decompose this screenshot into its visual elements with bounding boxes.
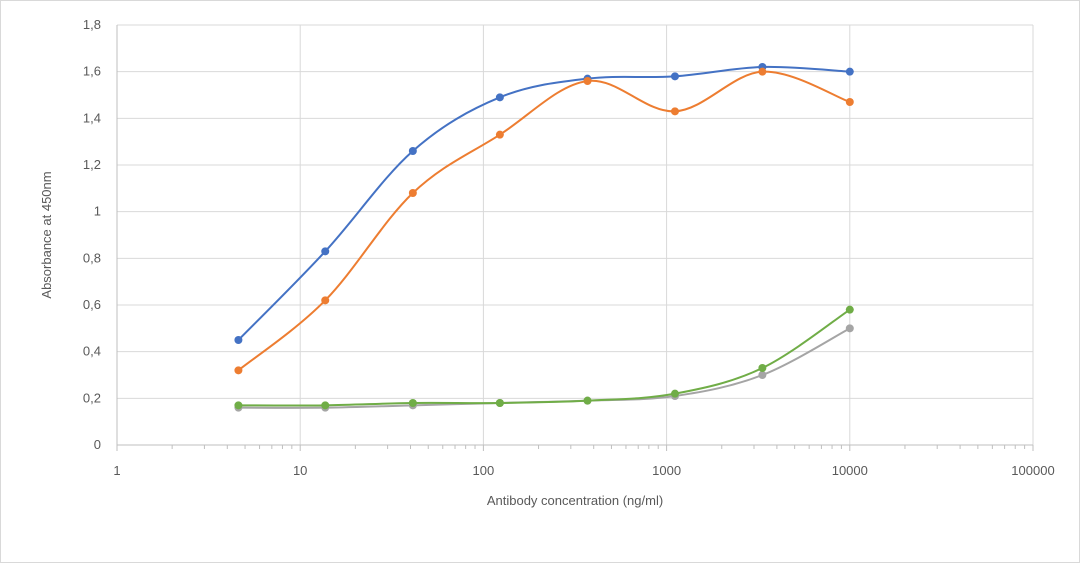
data-point (495, 130, 504, 139)
series-line (237, 65, 850, 341)
data-point (758, 371, 767, 379)
data-point (583, 77, 592, 85)
series-line (238, 327, 851, 409)
x-tick-label: 1 (113, 463, 120, 478)
grid-layer (117, 24, 1034, 445)
x-tick-label: 10000 (832, 463, 868, 478)
series-2 (234, 67, 854, 375)
data-point (234, 336, 243, 344)
data-point (758, 364, 767, 372)
data-point (408, 189, 417, 197)
y-tick-label: 1,2 (83, 157, 101, 172)
data-point (845, 98, 854, 106)
data-point (845, 67, 854, 76)
series-line (238, 308, 851, 407)
data-point (845, 324, 854, 333)
y-tick-label: 1,6 (83, 64, 101, 79)
x-tick-label: 100000 (1011, 463, 1054, 478)
data-point (583, 396, 592, 405)
data-point (670, 72, 679, 81)
data-point (845, 305, 854, 314)
data-point (321, 296, 330, 305)
y-tick-label: 0 (94, 437, 101, 452)
data-point (234, 366, 243, 375)
y-tick-label: 0,2 (83, 390, 101, 405)
data-point (670, 107, 679, 116)
data-point (495, 399, 504, 407)
series-4 (234, 305, 854, 410)
data-point (321, 247, 330, 256)
x-tick-label: 1000 (652, 463, 681, 478)
x-tick-label: 100 (473, 463, 495, 478)
data-point (408, 399, 417, 407)
data-point (758, 67, 767, 76)
y-tick-label: 1,8 (83, 17, 101, 32)
axis-layer (116, 25, 1034, 451)
series-layer (234, 63, 854, 412)
tick-label-layer: 0 0,2 0,4 0,6 0,8 1 1,2 1,4 1,6 1,8 1 10 100 1000 1000… (83, 17, 1055, 478)
x-axis-title: Antibody concentration (ng/ml) (487, 493, 663, 508)
data-point (234, 401, 243, 410)
y-tick-label: 1,4 (83, 110, 101, 125)
x-tick-label: 10 (293, 463, 307, 478)
data-point (495, 93, 504, 102)
data-point (670, 389, 679, 398)
y-tick-label: 0,8 (83, 250, 101, 265)
y-tick-label: 0,4 (83, 344, 101, 359)
y-axis-title: Absorbance at 450nm (39, 171, 54, 298)
series-line (237, 70, 851, 372)
y-tick-label: 1 (94, 204, 101, 219)
data-point (408, 147, 417, 155)
y-tick-label: 0,6 (83, 297, 101, 312)
data-point (321, 401, 330, 410)
